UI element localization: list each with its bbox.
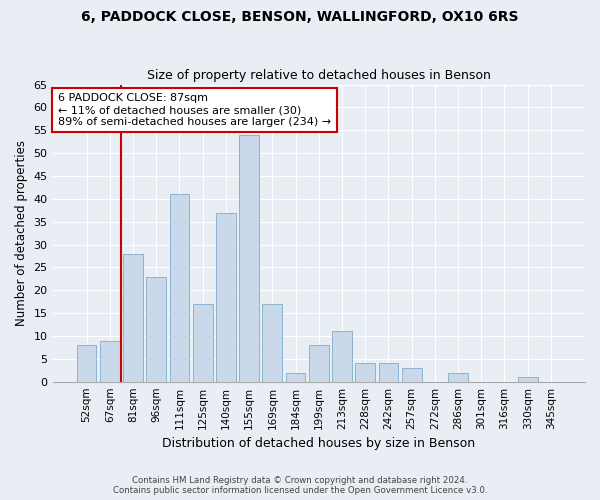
Bar <box>193 304 212 382</box>
Bar <box>355 364 375 382</box>
Bar <box>123 254 143 382</box>
Bar <box>379 364 398 382</box>
Bar <box>170 194 190 382</box>
Bar <box>77 345 97 382</box>
Bar <box>309 345 329 382</box>
Bar <box>146 276 166 382</box>
Bar <box>402 368 422 382</box>
X-axis label: Distribution of detached houses by size in Benson: Distribution of detached houses by size … <box>162 437 475 450</box>
Y-axis label: Number of detached properties: Number of detached properties <box>15 140 28 326</box>
Bar <box>100 340 119 382</box>
Text: 6, PADDOCK CLOSE, BENSON, WALLINGFORD, OX10 6RS: 6, PADDOCK CLOSE, BENSON, WALLINGFORD, O… <box>81 10 519 24</box>
Bar <box>332 332 352 382</box>
Text: 6 PADDOCK CLOSE: 87sqm
← 11% of detached houses are smaller (30)
89% of semi-det: 6 PADDOCK CLOSE: 87sqm ← 11% of detached… <box>58 94 331 126</box>
Title: Size of property relative to detached houses in Benson: Size of property relative to detached ho… <box>147 69 491 82</box>
Bar <box>239 135 259 382</box>
Bar <box>448 372 468 382</box>
Text: Contains HM Land Registry data © Crown copyright and database right 2024.
Contai: Contains HM Land Registry data © Crown c… <box>113 476 487 495</box>
Bar <box>286 372 305 382</box>
Bar <box>262 304 282 382</box>
Bar <box>216 212 236 382</box>
Bar <box>518 377 538 382</box>
